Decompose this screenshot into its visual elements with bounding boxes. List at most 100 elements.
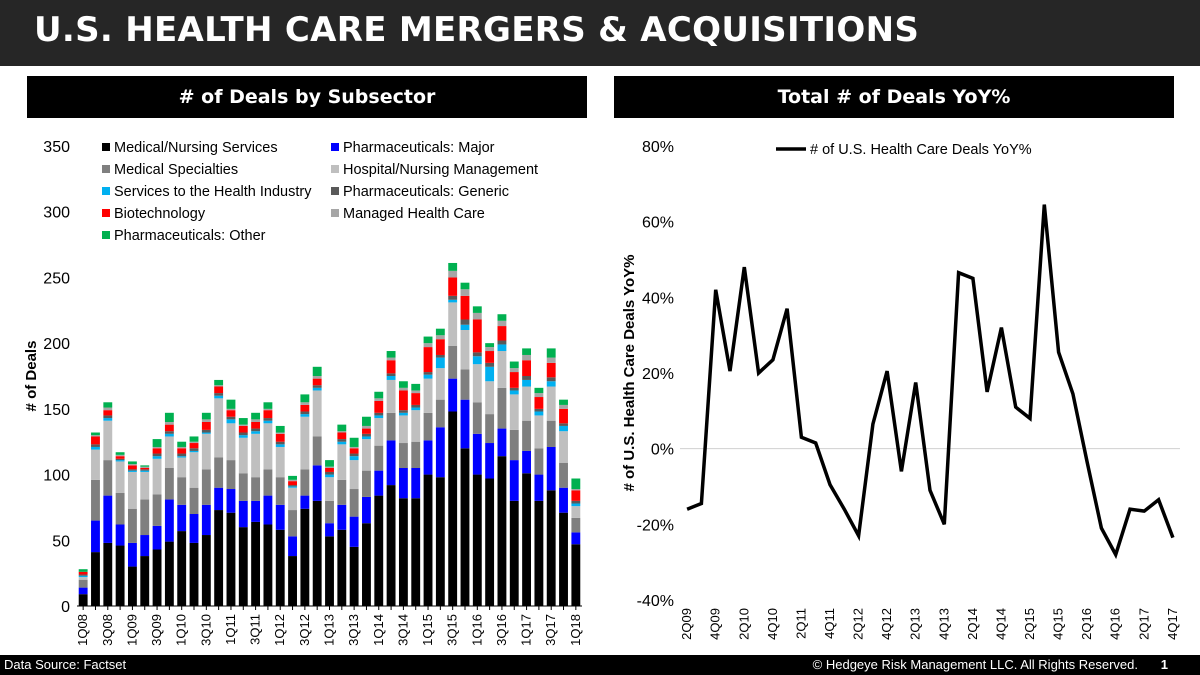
- bar-segment: [423, 372, 433, 375]
- bar-segment: [189, 450, 199, 453]
- bar-segment: [472, 474, 482, 606]
- bar-segment: [522, 420, 532, 451]
- bar-segment: [448, 295, 458, 300]
- legend-swatch: [331, 143, 339, 151]
- legend-label: Managed Health Care: [343, 206, 485, 222]
- x-tick-label: 4Q10: [765, 608, 780, 640]
- bar-segment: [275, 441, 285, 445]
- x-tick-label: 2Q16: [1079, 608, 1094, 640]
- bar-segment: [534, 408, 544, 412]
- bar-segment: [189, 448, 199, 451]
- bar-segment: [435, 328, 445, 336]
- bar-segment: [164, 499, 174, 542]
- bar-segment: [263, 410, 273, 419]
- bar-segment: [300, 416, 310, 470]
- bar-segment: [460, 282, 470, 290]
- bar-segment: [275, 444, 285, 447]
- bar-segment: [201, 412, 211, 420]
- legend-item: Pharmaceuticals: Other: [102, 228, 266, 244]
- bar-segment: [362, 425, 371, 429]
- deals-by-subsector-chart: 0 50 100 150 200 250 300 350 # of Deals 1Q08 3Q08 1…: [23, 139, 583, 646]
- bar-segment: [275, 425, 285, 433]
- bar-segment: [571, 478, 581, 490]
- bar-segment: [263, 423, 273, 470]
- bar-segment: [435, 368, 445, 400]
- legend-item: Biotechnology: [102, 206, 206, 222]
- right-panel-header: Total # of Deals YoY%: [614, 76, 1174, 118]
- bar-segment: [251, 433, 261, 478]
- bar-segment: [115, 545, 125, 606]
- bar-segment: [337, 431, 347, 433]
- bar-segment: [485, 362, 495, 367]
- y-tick-label: 300: [43, 205, 70, 222]
- x-tick-label: 3Q12: [297, 614, 312, 646]
- bar-segment: [152, 448, 162, 454]
- bar-segment: [411, 390, 421, 394]
- bar-segment: [435, 354, 445, 358]
- bar-segment: [164, 468, 174, 500]
- bar-segment: [362, 496, 371, 524]
- x-tick-label: 2Q12: [851, 608, 866, 640]
- bar-segment: [448, 378, 458, 412]
- bar-segment: [571, 490, 581, 501]
- x-tick-label: 1Q14: [371, 614, 386, 646]
- x-tick-label: 1Q17: [519, 614, 534, 646]
- bar-segment: [435, 399, 445, 428]
- bar-segment: [571, 544, 581, 606]
- bar-segment: [189, 441, 199, 444]
- bar-segment: [448, 411, 458, 606]
- bar-segment: [374, 412, 384, 416]
- bar-segment: [251, 477, 261, 501]
- y-tick-label: 150: [43, 402, 70, 419]
- bar-segment: [497, 320, 507, 327]
- bar-segment: [152, 525, 162, 550]
- bar-segment: [386, 373, 396, 376]
- bar-segment: [140, 535, 150, 557]
- bar-segment: [386, 412, 396, 441]
- bar-segment: [534, 415, 544, 449]
- bar-segment: [164, 433, 174, 437]
- bar-segment: [251, 422, 261, 429]
- x-tick-label: 4Q11: [822, 608, 837, 639]
- bar-segment: [325, 474, 334, 478]
- bar-segment: [362, 523, 371, 606]
- y-tick-label: 100: [43, 468, 70, 485]
- bar-segment: [164, 431, 174, 434]
- bar-segment: [460, 319, 470, 325]
- bar-segment: [127, 508, 137, 543]
- bar-segment: [288, 475, 297, 480]
- bar-segment: [201, 429, 211, 433]
- bar-segment: [485, 343, 495, 348]
- x-tick-label: 2Q11: [793, 608, 808, 639]
- bar-segment: [460, 324, 470, 330]
- bar-segment: [472, 364, 482, 403]
- bar-segment: [103, 402, 113, 408]
- bar-segment: [164, 422, 174, 425]
- bar-segment: [214, 393, 224, 396]
- bar-segment: [509, 390, 519, 395]
- title-bar: U.S. HEALTH CARE MERGERS & ACQUISITIONS: [0, 0, 1200, 66]
- bar-segment: [472, 433, 482, 475]
- bar-segment: [374, 445, 384, 471]
- bar-segment: [485, 351, 495, 363]
- bar-segment: [103, 415, 113, 419]
- bar-segment: [398, 498, 408, 606]
- bar-segment: [398, 412, 408, 416]
- bar-segment: [177, 457, 187, 478]
- legend-item: # of U.S. Health Care Deals YoY%: [776, 142, 1032, 158]
- x-tick-label: 3Q08: [100, 614, 115, 646]
- legend-item: Managed Health Care: [331, 206, 485, 222]
- bar-segment: [386, 357, 396, 361]
- bar-segment: [140, 465, 150, 467]
- legend-label: Hospital/Nursing Management: [343, 162, 538, 178]
- bar-segment: [78, 569, 88, 572]
- bar-segment: [571, 517, 581, 533]
- bar-segment: [386, 351, 396, 358]
- legend-swatch: [102, 143, 110, 151]
- bar-segment: [127, 465, 137, 470]
- bar-segment: [448, 262, 458, 271]
- x-tick-label: 2Q09: [679, 608, 694, 640]
- bar-segment: [288, 510, 297, 537]
- bar-segment: [214, 457, 224, 488]
- x-tick-label: 1Q15: [420, 614, 435, 646]
